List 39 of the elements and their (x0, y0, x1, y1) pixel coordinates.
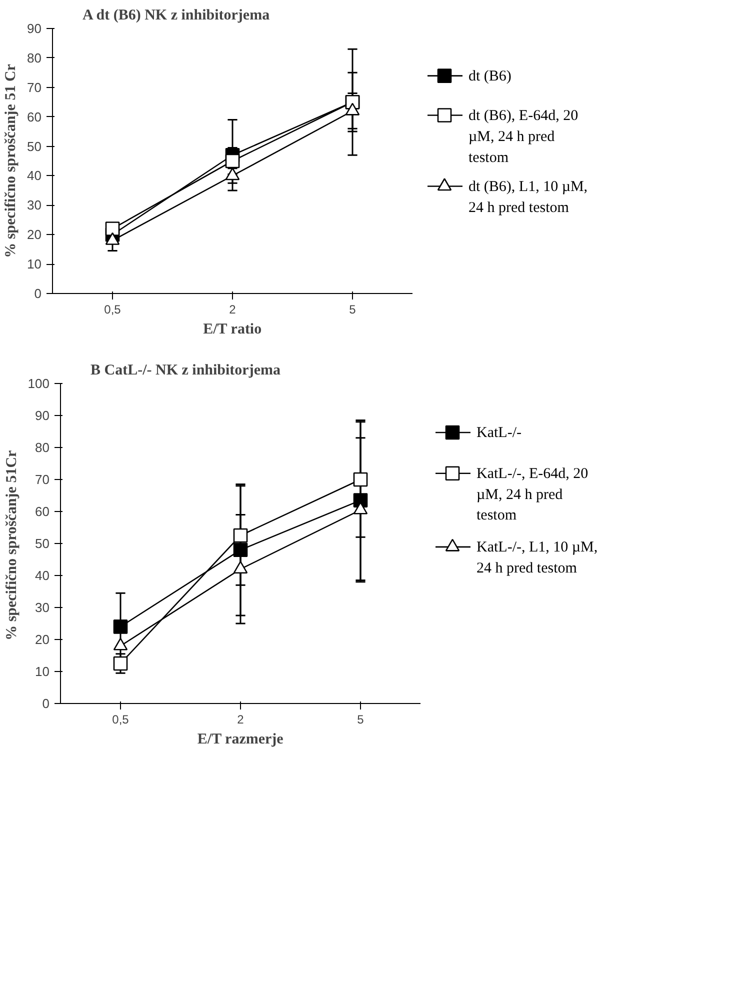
x-axis-title: E/T razmerje (197, 732, 284, 748)
x-tick-label: 5 (357, 712, 364, 726)
x-tick-label: 2 (229, 302, 236, 316)
chart-title: B CatL-/- NK z inhibitorjema (90, 362, 281, 378)
y-tick-label: 30 (27, 198, 42, 213)
y-tick-label: 0 (42, 696, 50, 711)
y-tick-label: 50 (35, 536, 50, 551)
y-axis-title: % specifično sproščanje 51Cr (4, 450, 20, 640)
y-tick-label: 100 (28, 376, 50, 391)
legend-label: dt (B6) (468, 68, 512, 85)
x-tick-label: 0,5 (112, 712, 130, 726)
y-tick-label: 20 (35, 632, 50, 647)
y-tick-label: 10 (27, 256, 42, 272)
y-tick-label: 70 (27, 80, 42, 95)
legend-label: KatL-/- (476, 425, 522, 442)
y-tick-label: 50 (27, 138, 42, 154)
y-tick-label: 80 (35, 440, 50, 455)
y-tick-label: 40 (27, 168, 42, 184)
legend-label: dt (B6), L1, 10 µM, 24 h pred testom (468, 179, 588, 216)
y-tick-label: 90 (35, 408, 50, 423)
y-tick-label: 60 (27, 109, 42, 124)
y-tick-label: 80 (27, 50, 42, 66)
y-tick-label: 30 (35, 600, 50, 615)
y-axis-title: % specifično sproščanje 51 Cr (3, 64, 20, 258)
y-tick-label: 60 (35, 504, 50, 519)
y-tick-label: 10 (35, 664, 50, 679)
x-tick-label: 5 (349, 302, 356, 316)
y-tick-label: 20 (27, 227, 42, 242)
x-axis-title: E/T ratio (203, 322, 262, 338)
y-tick-label: 0 (34, 286, 42, 301)
legend-label: KatL-/-, L1, 10 µM, 24 h pred testom (476, 540, 598, 576)
chart-title: A dt (B6) NK z inhibitorjema (82, 8, 270, 24)
x-tick-label: 2 (237, 712, 244, 726)
legend-label: KatL-/-, E-64d, 20 µM, 24 h pred testom (476, 466, 588, 524)
legend-label: dt (B6), E-64d, 20 µM, 24 h pred testom (468, 108, 578, 166)
x-tick-label: 0,5 (104, 302, 122, 316)
y-tick-label: 40 (35, 568, 50, 583)
y-tick-label: 90 (27, 21, 42, 36)
y-tick-label: 70 (35, 472, 50, 487)
